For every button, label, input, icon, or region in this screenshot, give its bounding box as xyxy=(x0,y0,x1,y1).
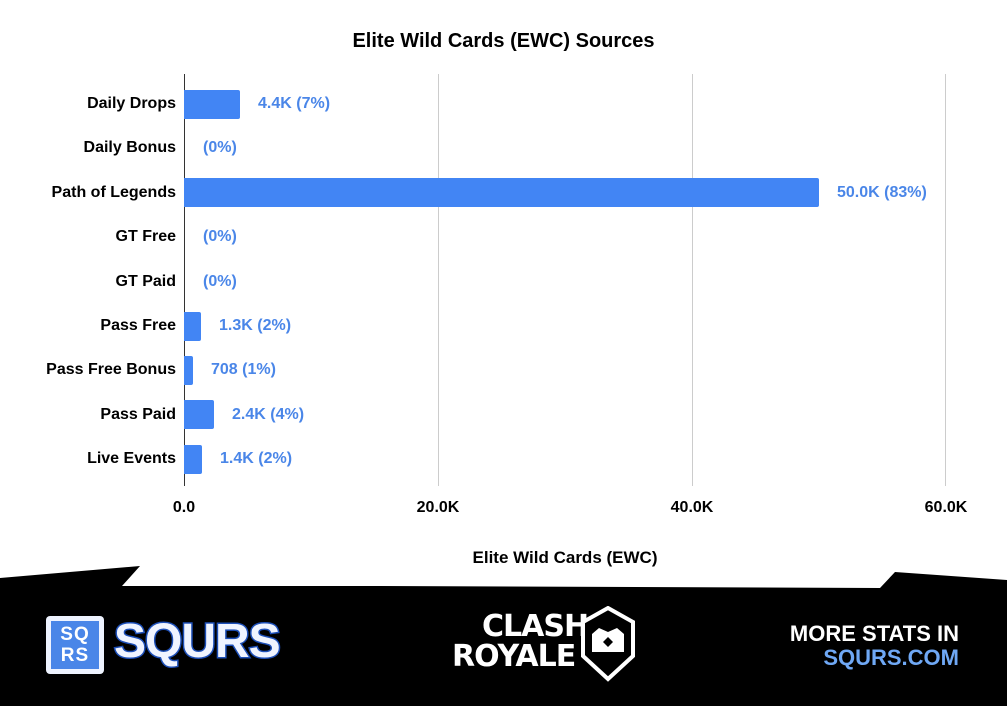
gridline-40k xyxy=(692,74,693,486)
x-tick-20k: 20.0K xyxy=(416,499,460,516)
category-label: Path of Legends xyxy=(51,183,176,201)
squrs-brand-name: SQURS xyxy=(113,614,283,670)
bar xyxy=(184,355,193,385)
gridline-60k xyxy=(945,74,946,486)
footer-banner xyxy=(0,560,1007,706)
data-label: 50.0K (83%) xyxy=(837,183,927,201)
x-tick-40k: 40.0K xyxy=(670,499,714,516)
data-label: 1.4K (2%) xyxy=(220,450,293,468)
category-label: Pass Paid xyxy=(100,405,176,423)
gridline-20k xyxy=(438,74,439,486)
bar xyxy=(184,89,240,119)
plot-area: 4.4K (7%) (0%) 50.0K (83%) (0%) (0%) 1.3K (2%… xyxy=(184,74,946,486)
more-stats-cta[interactable]: MORE STATS IN SQURS.COM xyxy=(790,622,959,670)
bar xyxy=(184,444,202,474)
bar xyxy=(184,311,201,341)
data-label: 708 (1%) xyxy=(211,361,276,379)
x-axis-label: Elite Wild Cards (EWC) xyxy=(472,548,658,567)
cta-line1: MORE STATS IN xyxy=(789,621,959,646)
category-label: Pass Free xyxy=(100,317,176,334)
data-label: 1.3K (2%) xyxy=(219,317,292,334)
data-label: 2.4K (4%) xyxy=(232,405,305,423)
category-label: Pass Free Bonus xyxy=(46,361,176,379)
x-tick-60k: 60.0K xyxy=(924,499,968,516)
category-label: Daily Bonus xyxy=(83,139,176,157)
footer-background-shape xyxy=(0,566,1007,706)
squrs-logo-icon: SQ RS xyxy=(46,616,104,674)
category-label: GT Paid xyxy=(115,272,176,290)
category-label: Daily Drops xyxy=(87,95,176,112)
data-label: 4.4K (7%) xyxy=(258,95,331,112)
data-label: (0%) xyxy=(203,139,237,157)
clash-royale-logo-line2: ROYALE xyxy=(452,639,576,674)
x-tick-0: 0.0 xyxy=(172,499,196,516)
y-axis-line xyxy=(184,74,185,486)
crown-shield-icon xyxy=(581,606,635,682)
data-label: (0%) xyxy=(203,228,237,246)
clash-royale-logo-line1: CLASH xyxy=(482,609,589,644)
clash-royale-logo: CLASH ROYALE xyxy=(452,609,589,674)
chart-title: Elite Wild Cards (EWC) Sources xyxy=(352,30,655,52)
bar xyxy=(184,400,214,430)
logo-box-line1: SQ xyxy=(60,624,90,645)
cta-link[interactable]: SQURS.COM xyxy=(823,645,959,670)
category-label: Live Events xyxy=(87,450,176,468)
category-label: GT Free xyxy=(115,228,176,246)
bar xyxy=(184,178,819,208)
logo-box-line2: RS xyxy=(60,645,90,666)
data-label: (0%) xyxy=(203,272,237,290)
